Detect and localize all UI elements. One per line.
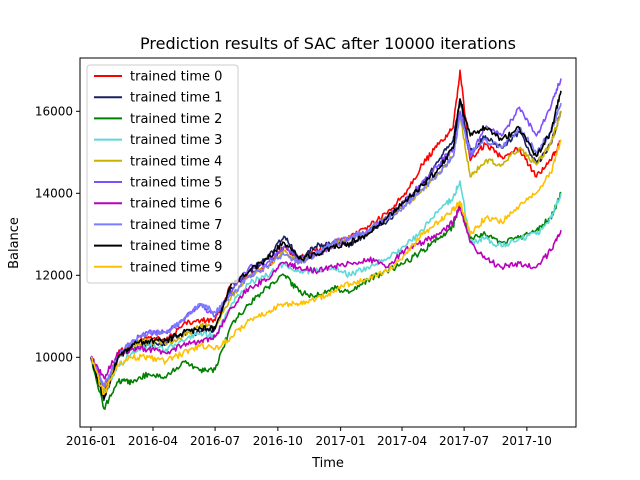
legend-label: trained time 0: [130, 70, 222, 85]
legend-label: trained time 7: [130, 218, 222, 233]
y-axis-label: Balance: [7, 217, 22, 269]
legend-label: trained time 3: [130, 133, 222, 148]
y-tick-label: 10000: [35, 350, 73, 364]
legend-label: trained time 2: [130, 112, 222, 127]
x-axis-label: Time: [311, 456, 344, 471]
series-line-2: [90, 191, 562, 410]
series-group: [90, 69, 562, 410]
y-tick-label: 12000: [35, 268, 73, 282]
legend-label: trained time 8: [130, 239, 222, 254]
series-line-8: [90, 90, 562, 400]
series-line-6: [90, 204, 562, 380]
x-tick-label: 2017-01: [316, 434, 366, 448]
y-tick-label: 14000: [35, 186, 73, 200]
x-tick-label: 2016-07: [190, 434, 240, 448]
legend-label: trained time 9: [130, 260, 222, 275]
x-tick-label: 2016-04: [128, 434, 178, 448]
legend-label: trained time 4: [130, 154, 222, 169]
x-tick-label: 2017-10: [502, 434, 552, 448]
legend-label: trained time 1: [130, 91, 222, 106]
chart-title: Prediction results of SAC after 10000 it…: [140, 34, 516, 53]
legend-label: trained time 6: [130, 197, 222, 212]
x-axis: 2016-01 2016-04 2016-07 2016-10 2017-01 2017-…: [66, 427, 552, 448]
legend: trained time 0 trained time 1 trained time…: [86, 64, 239, 284]
y-axis: 10000 12000 14000 16000: [35, 104, 80, 364]
series-line-7: [90, 102, 562, 388]
x-tick-label: 2016-10: [253, 434, 303, 448]
y-tick-label: 16000: [35, 104, 73, 118]
legend-label: trained time 5: [130, 176, 222, 191]
legend-box: [86, 64, 239, 284]
x-tick-label: 2017-07: [439, 434, 489, 448]
series-line-9: [90, 139, 562, 396]
x-tick-label: 2016-01: [66, 434, 116, 448]
plot-frame: [79, 57, 577, 428]
x-tick-label: 2017-04: [377, 434, 427, 448]
